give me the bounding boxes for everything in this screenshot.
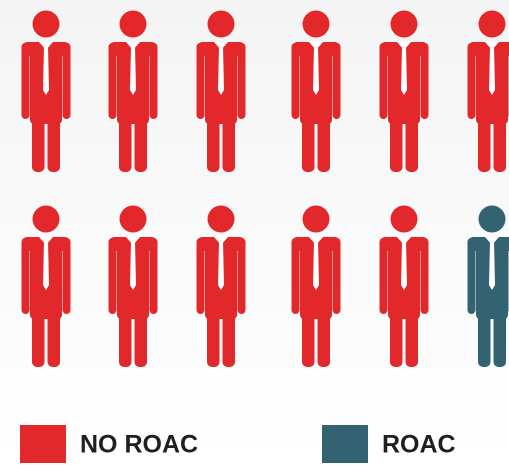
leg <box>478 305 491 367</box>
tie <box>43 241 49 290</box>
person-icon <box>196 10 246 172</box>
tie <box>401 46 407 95</box>
legend-swatch <box>322 425 368 463</box>
tie <box>401 241 407 290</box>
leg <box>390 110 403 172</box>
arm <box>21 238 30 314</box>
tie <box>218 241 224 290</box>
leg <box>317 110 330 172</box>
head <box>478 10 506 38</box>
arm <box>291 43 300 119</box>
tie <box>313 46 319 95</box>
head <box>302 10 330 38</box>
leg <box>302 305 315 367</box>
tie <box>218 46 224 95</box>
leg <box>47 305 60 367</box>
arm <box>196 238 205 314</box>
tie <box>130 46 136 95</box>
arm <box>379 238 388 314</box>
arm <box>149 43 158 119</box>
head <box>390 10 418 38</box>
leg <box>493 305 506 367</box>
legend: NO ROAC ROAC <box>20 425 456 463</box>
leg <box>405 110 418 172</box>
head <box>119 205 147 233</box>
arm <box>291 238 300 314</box>
head <box>478 205 506 233</box>
legend-swatch <box>20 425 66 463</box>
head <box>207 205 235 233</box>
person-icon <box>21 205 71 367</box>
leg <box>119 110 132 172</box>
shoulders <box>467 42 509 56</box>
leg <box>134 110 147 172</box>
person-icon <box>379 205 429 367</box>
person-icon <box>108 10 158 172</box>
arm <box>420 238 429 314</box>
person-icon <box>21 10 71 172</box>
person-icon <box>467 205 509 367</box>
arm <box>149 238 158 314</box>
leg <box>207 305 220 367</box>
arm <box>467 238 476 314</box>
leg <box>32 110 45 172</box>
leg <box>207 110 220 172</box>
leg <box>119 305 132 367</box>
arm <box>379 43 388 119</box>
leg <box>405 305 418 367</box>
arm <box>467 43 476 119</box>
arm <box>332 238 341 314</box>
leg <box>222 305 235 367</box>
tie <box>313 241 319 290</box>
person-icon <box>108 205 158 367</box>
head <box>119 10 147 38</box>
arm <box>237 238 246 314</box>
tie <box>130 241 136 290</box>
tie <box>489 241 495 290</box>
person-icon <box>196 205 246 367</box>
leg <box>493 110 506 172</box>
leg <box>390 305 403 367</box>
tie <box>489 46 495 95</box>
shoulders <box>467 237 509 251</box>
tie <box>43 46 49 95</box>
leg <box>134 305 147 367</box>
person-icon <box>291 10 341 172</box>
arm <box>62 43 71 119</box>
arm <box>62 238 71 314</box>
leg <box>222 110 235 172</box>
legend-label: ROAC <box>382 431 456 459</box>
person-icon <box>291 205 341 367</box>
leg <box>302 110 315 172</box>
arm <box>108 238 117 314</box>
leg <box>47 110 60 172</box>
person-icon <box>467 10 509 172</box>
head <box>390 205 418 233</box>
legend-label: NO ROAC <box>80 431 198 459</box>
head <box>207 10 235 38</box>
person-icon <box>379 10 429 172</box>
leg <box>478 110 491 172</box>
arm <box>196 43 205 119</box>
head <box>32 10 60 38</box>
arm <box>237 43 246 119</box>
pictograph <box>21 10 509 367</box>
arm <box>108 43 117 119</box>
arm <box>332 43 341 119</box>
leg <box>317 305 330 367</box>
arm <box>420 43 429 119</box>
leg <box>32 305 45 367</box>
arm <box>21 43 30 119</box>
head <box>302 205 330 233</box>
head <box>32 205 60 233</box>
